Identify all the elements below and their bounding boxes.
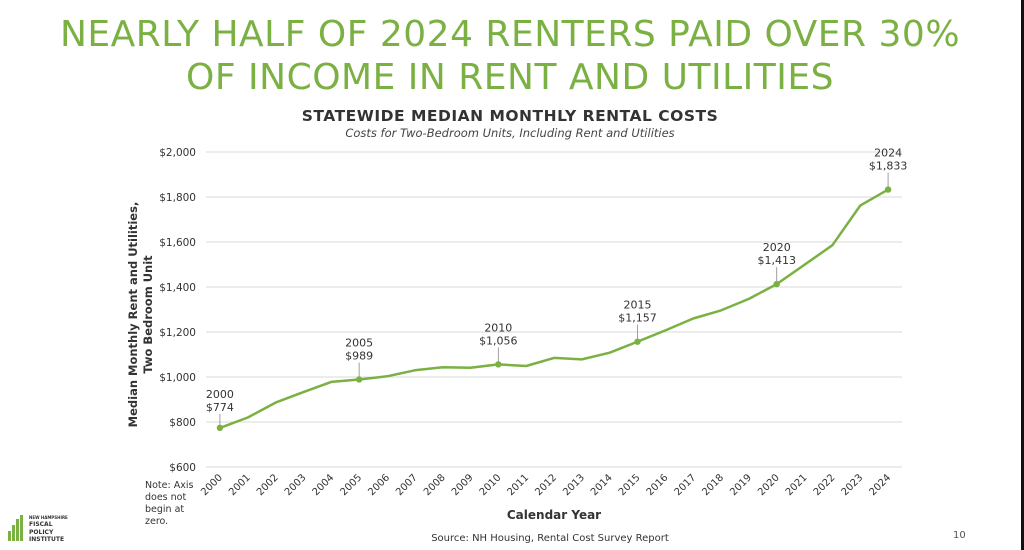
annotation-year-label: 2020 xyxy=(763,241,791,254)
x-tick-label: 2017 xyxy=(673,472,699,498)
y-tick-label: $1,400 xyxy=(159,282,196,294)
x-tick-label: 2006 xyxy=(366,472,392,498)
x-tick-label: 2011 xyxy=(506,472,532,498)
annotation-year-label: 2000 xyxy=(206,388,234,401)
annotation-year-label: 2015 xyxy=(624,299,652,312)
x-tick-label: 2016 xyxy=(645,472,671,498)
annotation-value-label: $1,157 xyxy=(618,312,657,325)
y-tick-label: $800 xyxy=(169,417,196,429)
data-point-marker xyxy=(355,376,363,383)
data-point-marker xyxy=(495,361,502,368)
x-tick-label: 2013 xyxy=(561,472,587,498)
x-tick-label: 2004 xyxy=(311,472,337,498)
data-point-marker xyxy=(216,424,224,432)
x-tick-label: 2000 xyxy=(199,472,225,498)
annotation-value-label: $1,413 xyxy=(757,254,796,267)
axis-note: Note: Axis does not begin at zero. xyxy=(145,480,194,527)
annotation-value-label: $774 xyxy=(206,401,234,414)
fiscal-policy-institute-logo: NEW HAMPSHIRE FISCAL POLICY INSTITUTE xyxy=(8,513,118,543)
y-tick-label: $2,000 xyxy=(159,147,196,159)
x-tick-label: 2010 xyxy=(478,472,504,498)
annotation-value-label: $989 xyxy=(345,349,373,362)
data-point-marker xyxy=(884,186,892,193)
x-tick-label: 2024 xyxy=(867,472,893,498)
slide-headline-line2: OF INCOME IN RENT AND UTILITIES xyxy=(186,57,834,98)
chart-title: STATEWIDE MEDIAN MONTHLY RENTAL COSTS xyxy=(301,107,719,125)
page-number: 10 xyxy=(953,530,966,541)
rent-line-series xyxy=(218,188,890,430)
logo-line4: INSTITUTE xyxy=(29,536,65,543)
x-tick-label: 2005 xyxy=(338,472,364,498)
x-tick-label: 2007 xyxy=(394,472,420,498)
y-tick-label: $1,000 xyxy=(159,372,196,384)
y-axis-title-line1: Median Monthly Rent and Utilities, xyxy=(126,202,140,428)
data-point-marker xyxy=(773,280,780,288)
logo-bars-icon xyxy=(8,515,23,541)
y-tick-label: $600 xyxy=(169,462,196,474)
x-tick-label: 2021 xyxy=(784,472,810,498)
logo-line3: POLICY xyxy=(29,528,54,536)
annotation-value-label: $1,833 xyxy=(869,160,908,173)
annotation-year-label: 2005 xyxy=(345,336,373,349)
y-tick-label: $1,800 xyxy=(159,192,196,204)
y-axis-title-line2: Two Bedroom Unit xyxy=(141,255,155,374)
data-point-marker xyxy=(634,338,641,345)
x-tick-label: 2020 xyxy=(756,472,782,498)
logo-line2: FISCAL xyxy=(29,521,53,528)
x-axis-title: Calendar Year xyxy=(507,508,601,522)
x-tick-label: 2003 xyxy=(283,472,309,498)
x-tick-label: 2022 xyxy=(812,472,838,498)
slide-edge xyxy=(1021,0,1024,550)
y-tick-label: $1,600 xyxy=(159,237,196,249)
x-tick-label: 2023 xyxy=(840,472,866,498)
annotation-year-label: 2024 xyxy=(874,147,902,160)
x-tick-label: 2015 xyxy=(617,472,643,498)
chart-subtitle: Costs for Two-Bedroom Units, Including R… xyxy=(345,126,675,140)
x-tick-label: 2008 xyxy=(422,472,448,498)
x-tick-label: 2009 xyxy=(450,472,476,498)
source-note: Source: NH Housing, Rental Cost Survey R… xyxy=(431,533,669,544)
logo-text: NEW HAMPSHIRE FISCAL POLICY INSTITUTE xyxy=(29,515,68,544)
y-tick-label: $1,200 xyxy=(159,327,196,339)
x-tick-label: 2018 xyxy=(700,472,726,498)
x-tick-label: 2019 xyxy=(728,472,754,498)
x-tick-label: 2012 xyxy=(533,472,559,498)
x-tick-label: 2001 xyxy=(227,472,253,498)
logo-line1: NEW HAMPSHIRE xyxy=(29,515,68,520)
x-tick-label: 2014 xyxy=(589,472,615,498)
annotation-year-label: 2010 xyxy=(484,321,512,334)
x-tick-label: 2002 xyxy=(255,472,281,498)
annotation-value-label: $1,056 xyxy=(479,334,518,347)
slide-headline-line1: NEARLY HALF OF 2024 RENTERS PAID OVER 30… xyxy=(59,14,961,55)
